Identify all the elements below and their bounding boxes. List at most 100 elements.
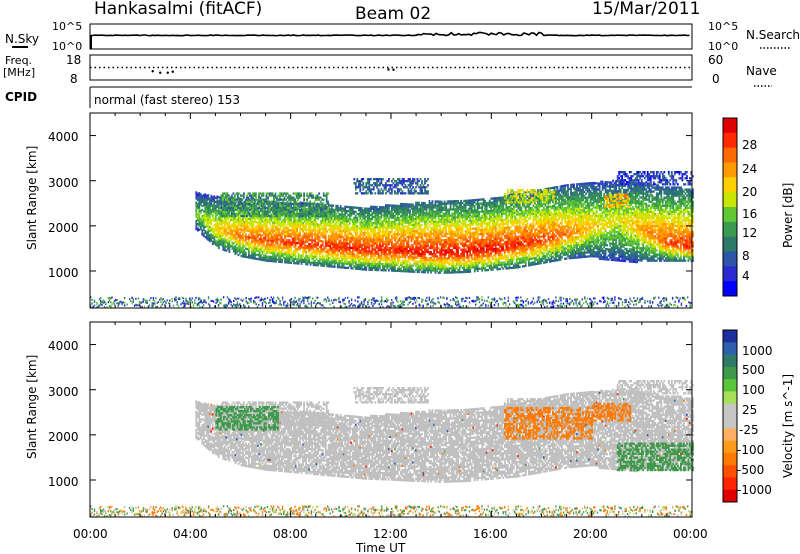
power-cell	[409, 212, 411, 214]
power-cell	[346, 242, 348, 244]
power-cell	[412, 265, 414, 267]
power-cell	[316, 242, 318, 244]
power-cell	[355, 261, 357, 263]
power-cell	[346, 230, 348, 232]
power-cell	[433, 257, 435, 259]
power-cell	[397, 215, 399, 217]
power-cell	[388, 235, 390, 237]
power-cell	[341, 234, 343, 236]
power-cell	[435, 200, 437, 202]
power-cell	[451, 229, 453, 231]
power-cell	[435, 239, 437, 241]
power-cell	[445, 229, 447, 231]
power-cell	[435, 263, 437, 265]
power-cell	[286, 231, 288, 233]
power-cell	[435, 271, 437, 273]
power-cell	[370, 220, 372, 222]
power-cell	[405, 238, 407, 240]
power-cell	[346, 222, 348, 224]
power-cell	[424, 265, 426, 267]
power-cell	[406, 262, 408, 264]
power-cell	[405, 240, 407, 242]
power-cell	[368, 261, 370, 263]
power-cell	[373, 244, 375, 246]
power-cell	[438, 223, 440, 225]
power-cell	[374, 206, 376, 208]
power-cell	[305, 253, 307, 255]
power-cell	[286, 245, 288, 247]
power-cell	[387, 261, 389, 263]
power-cell	[453, 261, 455, 263]
cpid-strip: CPID normal (fast stereo) 153	[5, 87, 692, 108]
power-cell	[346, 253, 348, 255]
power-cell	[456, 265, 458, 267]
power-cell	[371, 250, 373, 252]
power-cell	[445, 205, 447, 207]
power-cell	[469, 271, 471, 273]
power-cell	[316, 225, 318, 227]
power-cell	[465, 216, 467, 218]
power-cell	[465, 269, 467, 271]
power-cell	[256, 221, 258, 223]
power-cell	[405, 258, 407, 260]
power-cell	[405, 225, 407, 227]
power-cell	[405, 213, 407, 215]
power-cell	[405, 256, 407, 258]
power-cell	[477, 270, 479, 272]
power-cell	[432, 237, 434, 239]
power-cell	[435, 221, 437, 223]
power-cell	[400, 268, 402, 270]
power-cell	[477, 264, 479, 266]
freq-point	[387, 68, 389, 70]
power-cell	[210, 223, 212, 225]
nsearch-label: N.Search	[746, 28, 800, 42]
power-cell	[245, 254, 247, 256]
power-cell	[316, 264, 318, 266]
power-cell	[421, 236, 423, 238]
power-cell	[457, 245, 459, 247]
power-cell	[441, 251, 443, 253]
power-cell	[405, 203, 407, 205]
power-cell	[374, 230, 376, 232]
power-cell	[242, 243, 244, 245]
power-cell	[374, 224, 376, 226]
power-cell	[319, 238, 321, 240]
power-cell	[280, 245, 282, 247]
power-cell	[469, 238, 471, 240]
power-cell	[371, 214, 373, 216]
power-cell	[418, 251, 420, 253]
power-cell	[463, 267, 465, 269]
power-cell	[441, 241, 443, 243]
power-cell	[435, 233, 437, 235]
cpid-label: CPID	[5, 90, 37, 104]
power-cell	[436, 270, 438, 272]
power-cell	[399, 266, 401, 268]
power-cell	[435, 241, 437, 243]
power-cell	[346, 248, 348, 250]
power-cell	[436, 227, 438, 229]
power-cell	[374, 214, 376, 216]
power-cell	[394, 259, 396, 261]
power-cell	[370, 236, 372, 238]
power-cell	[465, 271, 467, 273]
power-cell	[465, 214, 467, 216]
power-cell	[406, 248, 408, 250]
power-cell	[463, 253, 465, 255]
power-cell	[229, 243, 231, 245]
freq-point	[172, 71, 174, 73]
power-cell	[266, 225, 268, 227]
power-cell	[370, 259, 372, 261]
power-cell	[429, 200, 431, 202]
power-cell	[388, 243, 390, 245]
power-cell	[368, 216, 370, 218]
power-cell	[459, 218, 461, 220]
power-panel: 4000 3000 2000 1000 Slant Range [km]	[25, 113, 694, 308]
power-cell	[286, 259, 288, 261]
power-cell	[454, 218, 456, 220]
power-cell	[405, 215, 407, 217]
power-cell	[225, 233, 227, 235]
power-cell	[225, 217, 227, 219]
power-cell	[286, 227, 288, 229]
nave-label: Nave	[746, 64, 777, 78]
power-cell	[438, 217, 440, 219]
